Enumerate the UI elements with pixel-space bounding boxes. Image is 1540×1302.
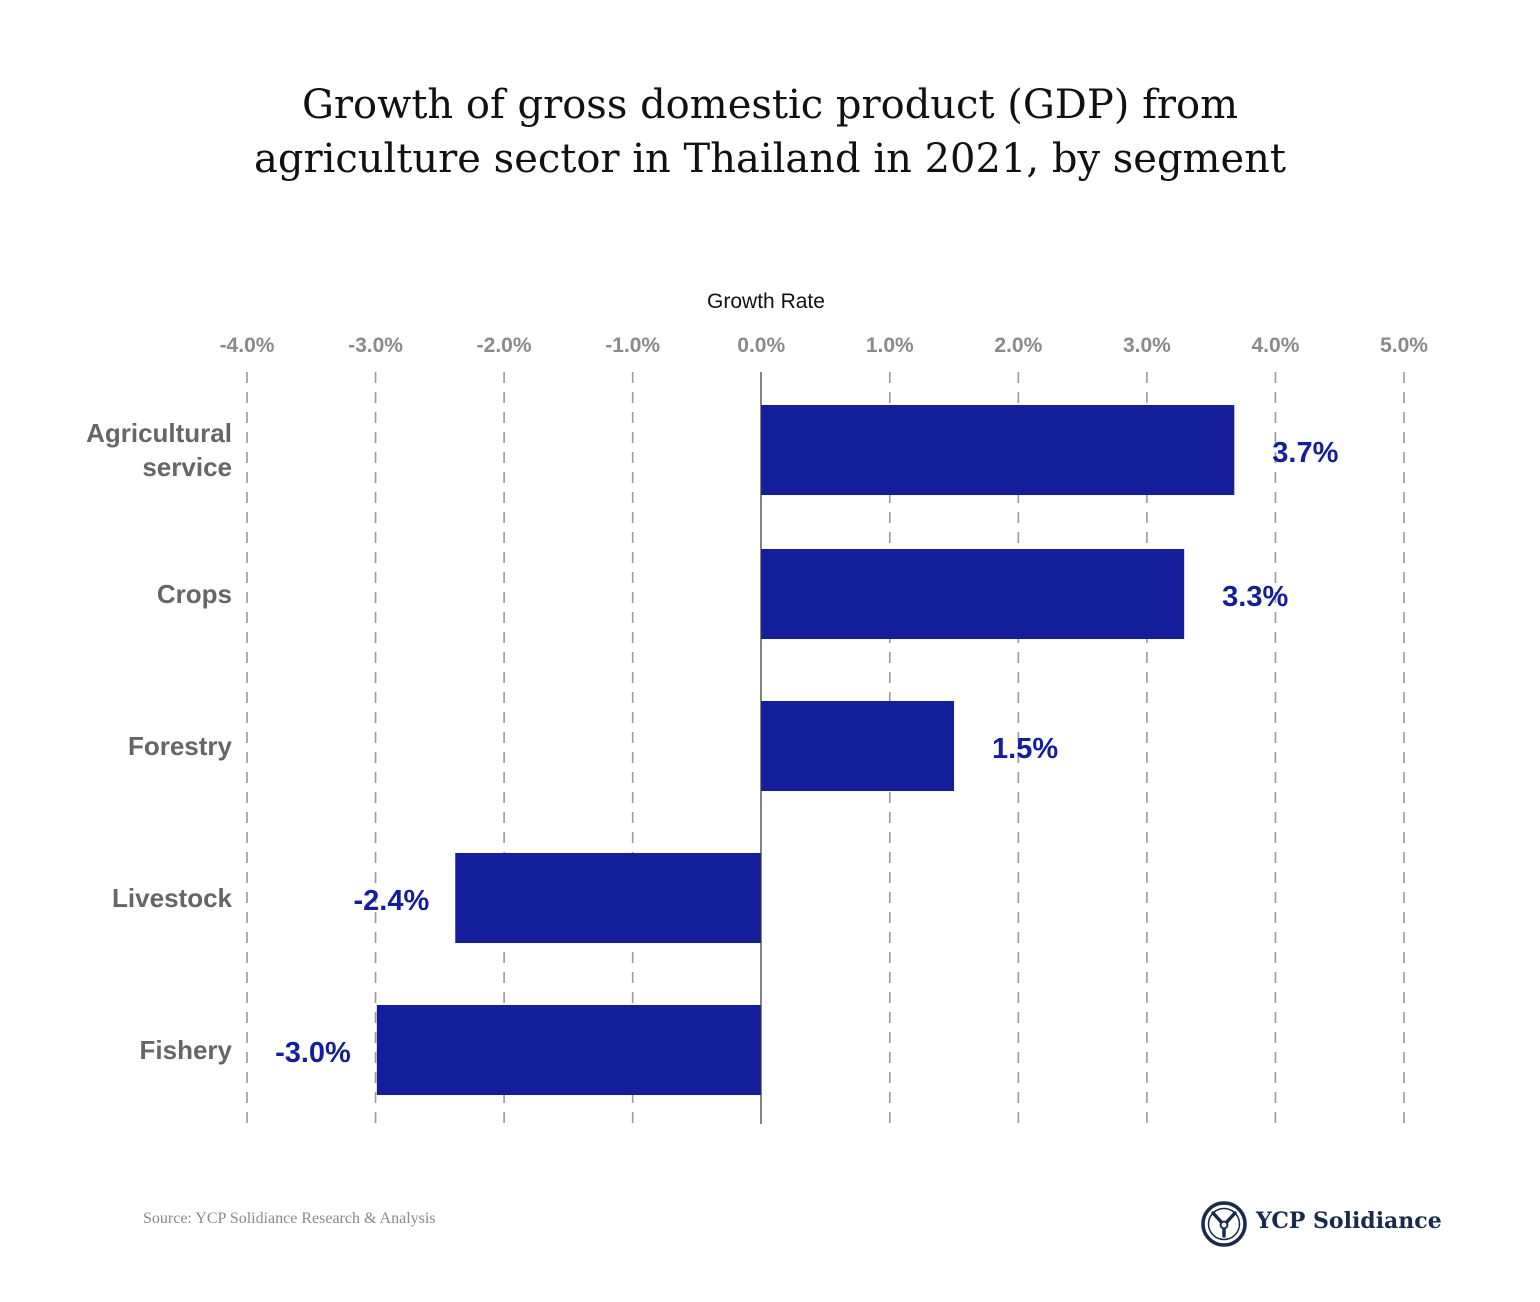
category-label: Crops [157, 579, 232, 609]
brand-name: YCP Solidiance [1256, 1208, 1442, 1234]
x-tick-label: 3.0% [1123, 334, 1171, 357]
value-label: 1.5% [992, 733, 1058, 765]
brand-logo: YCP Solidiance [1200, 1198, 1442, 1250]
x-axis-ticks: -4.0% -3.0% -2.0% -1.0% 0.0% 1.0% 2.0% 3.0% 4.0%… [220, 334, 1429, 357]
category-label-line: Forestry [128, 731, 233, 761]
x-tick-label: -2.0% [477, 334, 532, 357]
x-tick-label: 2.0% [994, 334, 1042, 357]
category-label: Agricultural service [86, 418, 232, 482]
x-tick-label: 0.0% [737, 334, 785, 357]
bar [761, 701, 955, 791]
chart-title-line-1: Growth of gross domestic product (GDP) f… [301, 82, 1239, 128]
category-label-line: service [142, 452, 232, 482]
bar [761, 405, 1235, 495]
value-label: 3.7% [1272, 437, 1338, 469]
x-axis-label: Growth Rate [707, 290, 825, 313]
bar [761, 549, 1185, 639]
x-tick-label: -3.0% [348, 334, 403, 357]
ycp-emblem-icon [1201, 1201, 1247, 1247]
category-label-line: Crops [157, 579, 232, 609]
chart-title: Growth of gross domestic product (GDP) f… [0, 78, 1540, 186]
bars [376, 405, 1235, 1095]
category-label: Forestry [128, 731, 233, 761]
x-tick-label: -1.0% [605, 334, 660, 357]
value-label: -2.4% [353, 885, 429, 917]
bar [376, 1005, 762, 1095]
value-label: 3.3% [1222, 581, 1288, 613]
category-label-line: Agricultural [86, 418, 232, 448]
x-tick-label: 5.0% [1380, 334, 1428, 357]
x-tick-label: 1.0% [866, 334, 914, 357]
x-tick-label: 4.0% [1252, 334, 1300, 357]
value-label: -3.0% [275, 1037, 351, 1069]
category-label: Livestock [112, 883, 232, 913]
category-label-line: Fishery [140, 1035, 233, 1065]
source-note: Source: YCP Solidiance Research & Analys… [143, 1210, 436, 1227]
gridlines [246, 372, 1405, 1124]
category-label: Fishery [140, 1035, 233, 1065]
x-tick-label: -4.0% [220, 334, 275, 357]
value-labels: 3.7% 3.3% 1.5% -2.4% -3.0% [275, 437, 1339, 1069]
category-label-line: Livestock [112, 883, 232, 913]
category-labels: Agricultural service Crops Forestry Livestoc… [86, 418, 232, 1065]
bar [455, 853, 762, 943]
chart-title-line-2: agriculture sector in Thailand in 2021, … [254, 136, 1286, 182]
